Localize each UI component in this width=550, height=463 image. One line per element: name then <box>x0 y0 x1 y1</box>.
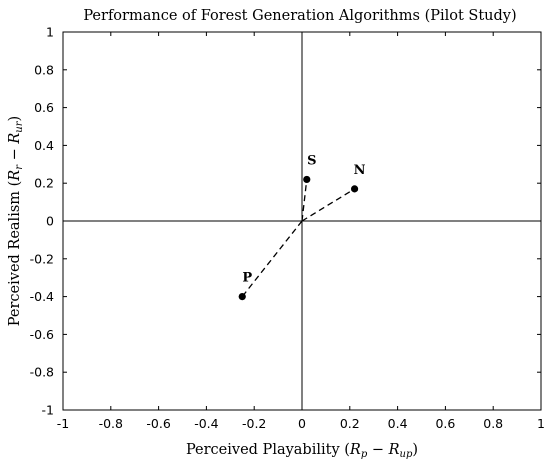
data-point-p <box>238 293 246 301</box>
connector-line-p <box>241 220 303 298</box>
x-axis-label: Perceived Playability (Rp − Rup) <box>186 442 418 460</box>
y-tick-label: -1 <box>42 403 54 418</box>
x-tick-label: 0 <box>298 416 306 431</box>
x-tick-label: -0.2 <box>242 416 266 431</box>
x-tick-label: -0.6 <box>146 416 170 431</box>
tick-marks <box>62 31 542 411</box>
y-tick-label: 0.8 <box>34 62 54 77</box>
origin-connectors <box>241 179 355 298</box>
y-tick-label: 0.2 <box>34 176 54 191</box>
y-tick-label: -0.8 <box>30 365 54 380</box>
x-tick-label: -0.8 <box>99 416 123 431</box>
y-tick-label: 0 <box>46 214 54 229</box>
y-tick-label: 1 <box>46 25 54 40</box>
y-tick-label: -0.2 <box>30 251 54 266</box>
data-point-s <box>303 175 311 184</box>
y-tick-labels: -1 -0.8 -0.6 -0.4 -0.2 0 0.2 0.4 0.6 0.8 1 <box>30 25 54 418</box>
point-labels: S N P <box>242 153 365 285</box>
point-label-p: P <box>242 271 252 286</box>
y-axis-label: Perceived Realism (Rr − Rur) <box>7 116 25 326</box>
y-tick-label: -0.4 <box>30 289 54 304</box>
x-tick-labels: -1 -0.8 -0.6 -0.4 -0.2 0 0.2 0.4 0.6 0.8 1 <box>57 416 545 431</box>
data-point-n <box>350 185 359 193</box>
y-tick-label: -0.6 <box>30 327 54 342</box>
connector-line-n <box>301 188 355 222</box>
x-tick-label: 0.2 <box>340 416 360 431</box>
point-label-n: N <box>354 163 366 178</box>
y-tick-label: 0.4 <box>34 138 54 153</box>
x-tick-label: 1 <box>537 416 545 431</box>
x-tick-label: -0.4 <box>194 416 218 431</box>
y-tick-label: 0.6 <box>34 100 54 115</box>
point-label-s: S <box>307 153 316 168</box>
x-tick-label: 0.6 <box>435 416 455 431</box>
chart-title: Performance of Forest Generation Algorit… <box>83 8 516 24</box>
x-tick-label: 0.4 <box>388 416 408 431</box>
x-tick-label: -1 <box>57 416 69 431</box>
x-tick-label: 0.8 <box>483 416 503 431</box>
connector-line-s <box>301 179 308 222</box>
data-points <box>238 175 359 301</box>
